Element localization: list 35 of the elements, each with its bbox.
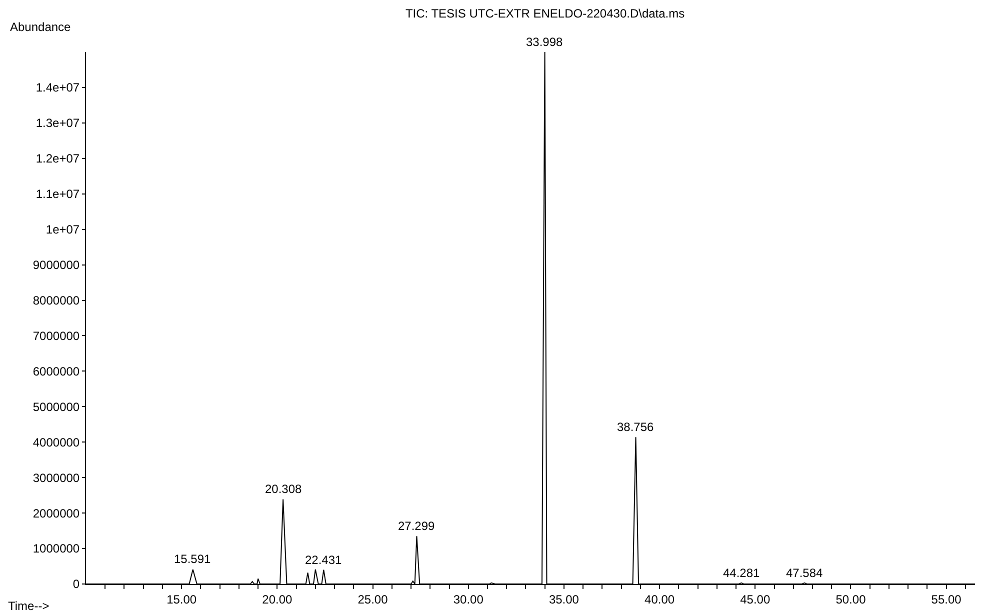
annotation: 15.591: [174, 552, 212, 566]
x-tick-label: 15.00: [166, 592, 197, 606]
y-tick-label: 1.2e+07: [36, 152, 80, 166]
y-tick-label: 1.3e+07: [36, 116, 80, 130]
x-tick-label: 45.00: [740, 592, 770, 606]
y-tick-label: 8000000: [32, 293, 80, 308]
annotation: 27.299: [398, 519, 436, 533]
y-tick-label: 7000000: [32, 328, 80, 343]
y-tick-label: 1000000: [32, 542, 80, 556]
x-tick-label: 40.00: [644, 592, 675, 606]
x-tick-label: 30.00: [453, 592, 484, 606]
annotation: 38.756: [617, 420, 654, 434]
annotation: 33.998: [526, 35, 564, 49]
y-tick-label: 2000000: [32, 506, 80, 520]
x-tick-label: 50.00: [836, 592, 866, 606]
y-tick-label: 1.4e+07: [36, 80, 80, 95]
x-axis-title: Time-->: [8, 599, 50, 612]
annotation: 44.281: [723, 566, 760, 580]
y-tick-label: 5000000: [32, 400, 80, 414]
annotation: 20.308: [265, 482, 302, 496]
y-axis-title: Abundance: [10, 20, 72, 34]
annotation: 22.431: [305, 553, 342, 567]
x-tick-label: 55.00: [931, 592, 962, 606]
y-tick-label: 4000000: [32, 435, 80, 450]
x-tick-label: 25.00: [358, 592, 388, 606]
y-tick-label: 3000000: [32, 470, 80, 485]
chart-title: TIC: TESIS UTC-EXTR ENELDO-220430.D\data.ms: [405, 6, 685, 21]
y-tick-label: 9000000: [32, 258, 80, 272]
y-tick-label: 1.1e+07: [36, 187, 80, 202]
y-tick-label: 0: [72, 577, 80, 592]
annotation: 47.584: [786, 566, 824, 580]
x-tick-label: 35.00: [548, 592, 580, 606]
x-tick-label: 20.00: [262, 592, 293, 606]
y-tick-label: 1e+07: [46, 222, 80, 237]
y-tick-label: 6000000: [32, 364, 80, 378]
